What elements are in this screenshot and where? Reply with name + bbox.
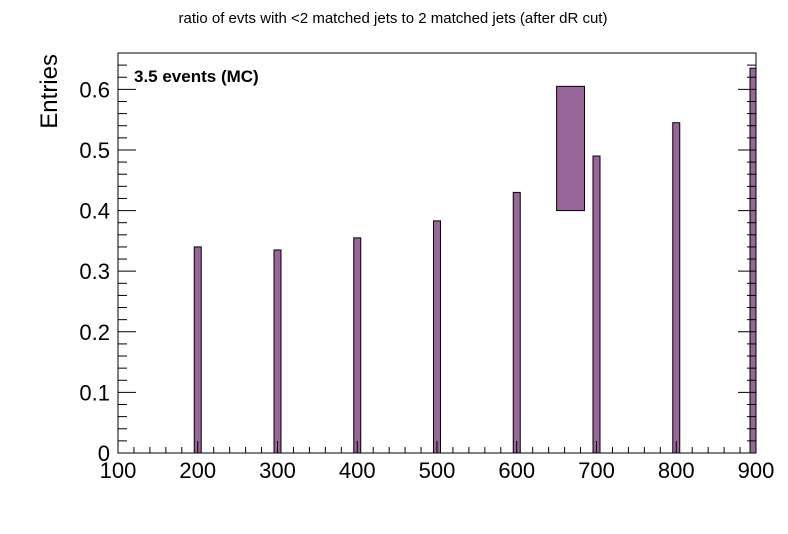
bar-700 [592,155,601,454]
y-tick-label: 0.1 [79,380,110,405]
chart-title: ratio of evts with <2 matched jets to 2 … [179,10,608,27]
y-tick-label: 0.2 [79,320,110,345]
bar-800 [672,122,681,454]
y-tick-label: 0.3 [79,259,110,284]
bar-600 [512,191,521,454]
bar-300 [273,249,282,454]
uncertainty-box [556,85,586,212]
axes-layer: 100 200 300 400 500 600 700 800 900 0 0.1 0.2 0.3 0.4… [79,64,775,483]
x-tick-label: 700 [578,458,615,483]
bar-400 [353,237,362,454]
bars-layer [193,67,757,454]
x-tick-label: 500 [419,458,456,483]
y-tick-label: 0.6 [79,77,110,102]
annotation: 3.5 events (MC) [134,67,259,86]
x-tick-label: 900 [738,458,775,483]
y-axis-label: Entries [36,54,63,129]
y-tick-label: 0 [98,441,110,466]
x-tick-label: 600 [498,458,535,483]
x-tick-label: 300 [259,458,296,483]
y-tick-label: 0.4 [79,199,110,224]
y-tick-label: 0.5 [79,138,110,163]
x-tick-label: 400 [339,458,376,483]
x-tick-label: 100 [100,458,137,483]
bar-200 [193,246,202,454]
x-tick-label: 800 [658,458,695,483]
x-tick-label: 200 [179,458,216,483]
bar-500 [433,220,441,454]
